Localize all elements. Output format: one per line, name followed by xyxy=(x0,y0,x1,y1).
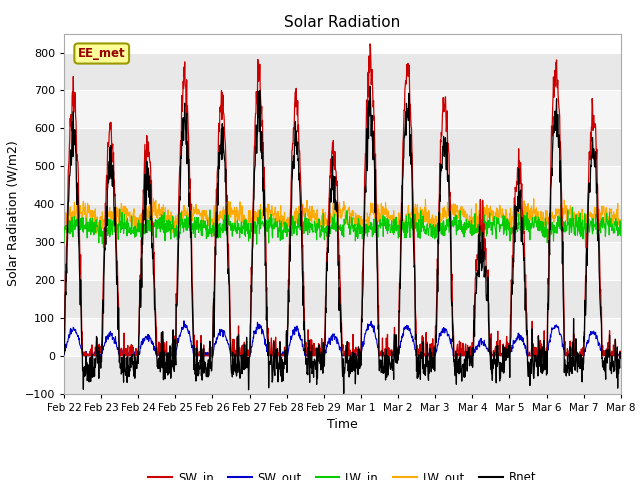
Bar xyxy=(64,166,621,204)
Bar xyxy=(64,52,621,90)
X-axis label: Time: Time xyxy=(327,418,358,431)
Bar xyxy=(64,242,621,280)
Bar xyxy=(64,318,621,356)
Title: Solar Radiation: Solar Radiation xyxy=(284,15,401,30)
Bar xyxy=(64,90,621,128)
Legend: SW_in, SW_out, LW_in, LW_out, Rnet: SW_in, SW_out, LW_in, LW_out, Rnet xyxy=(144,466,541,480)
Bar xyxy=(64,280,621,318)
Bar xyxy=(64,204,621,242)
Text: EE_met: EE_met xyxy=(78,47,125,60)
Bar xyxy=(64,128,621,166)
Y-axis label: Solar Radiation (W/m2): Solar Radiation (W/m2) xyxy=(6,141,19,287)
Bar xyxy=(64,356,621,394)
